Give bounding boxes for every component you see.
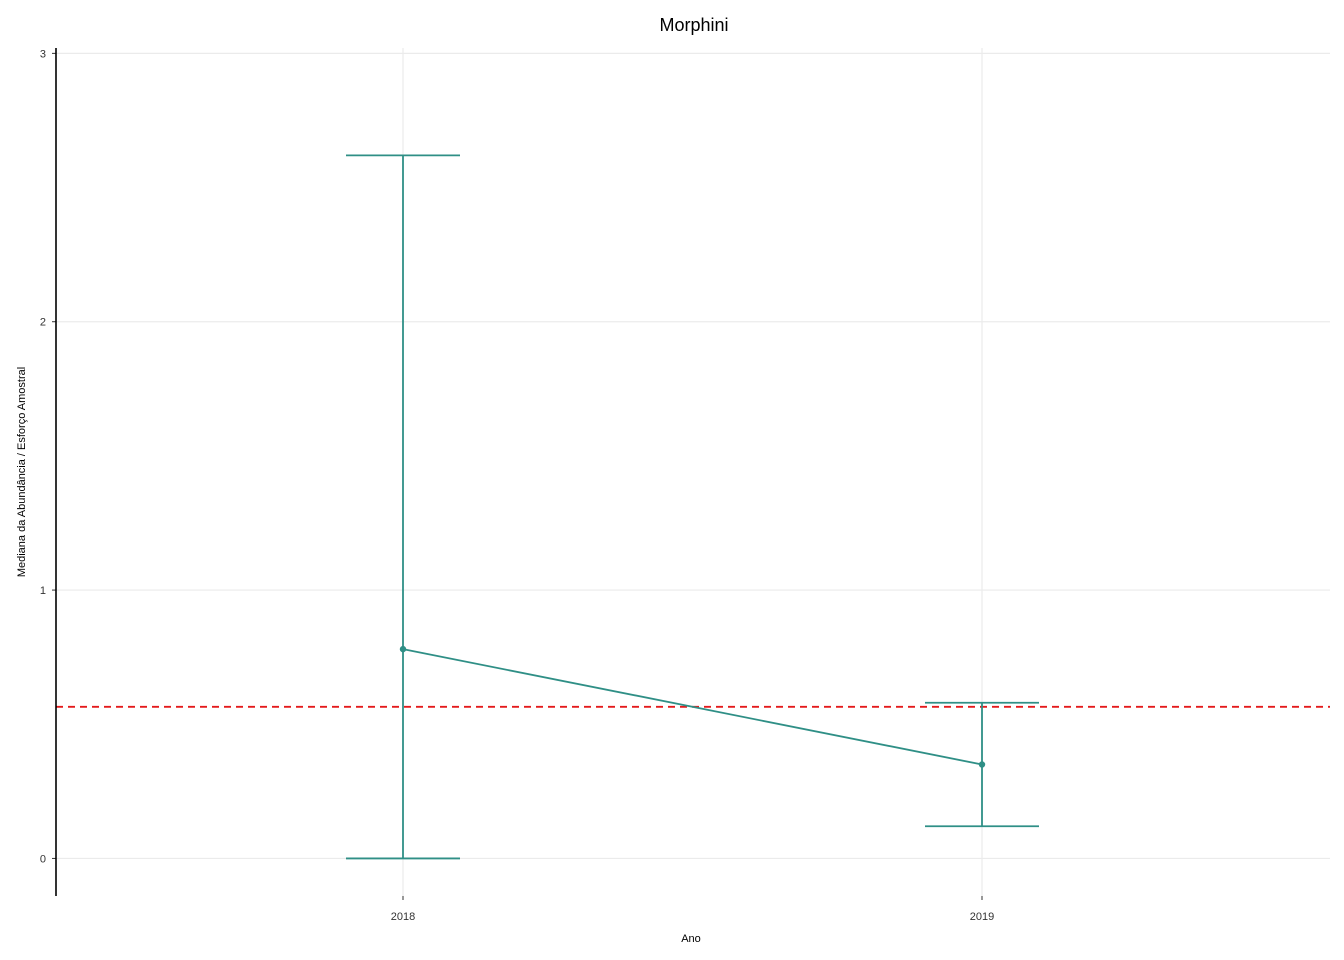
series-line — [402, 648, 983, 766]
x-tick-label-2019: 2019 — [970, 911, 994, 923]
chart-title: Morphini — [659, 15, 728, 35]
axes: 0 1 2 3 2018 2019 — [40, 48, 994, 923]
y-tick-label-1: 1 — [40, 585, 46, 597]
grid — [56, 48, 1330, 896]
y-tick-label-3: 3 — [40, 48, 46, 60]
y-tick-label-2: 2 — [40, 317, 46, 329]
data-point-2018 — [399, 645, 407, 653]
y-axis-label: Mediana da Abundância / Esforço Amostral — [16, 367, 28, 577]
y-tick-label-0: 0 — [40, 853, 46, 865]
series-layer — [346, 154, 1039, 860]
x-tick-label-2018: 2018 — [391, 911, 415, 923]
data-point-2019 — [978, 761, 986, 768]
x-axis-label: Ano — [681, 933, 701, 945]
